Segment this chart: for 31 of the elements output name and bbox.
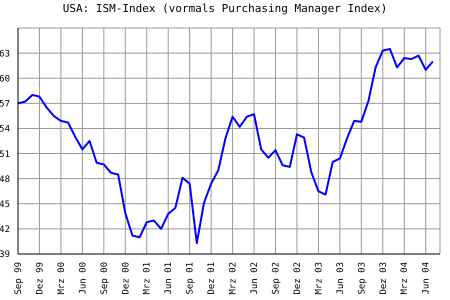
x-tick-label: Dez 01 <box>207 262 218 295</box>
x-tick-label: Dez 00 <box>121 262 132 295</box>
x-tick-label: Mrz 00 <box>56 262 67 295</box>
x-tick-label: Mrz 01 <box>142 262 153 295</box>
x-tick-label: Jun 02 <box>250 262 260 295</box>
x-tick-label: Mrz 03 <box>314 262 324 295</box>
x-tick-label: Jun 04 <box>422 262 432 295</box>
x-tick-label: Jun 01 <box>164 262 174 295</box>
x-tick-label: Jun 03 <box>336 262 346 295</box>
x-tick-label: Sep 99 <box>14 262 24 295</box>
x-tick-label: Sep 02 <box>271 262 282 295</box>
x-tick-label: Sep 01 <box>186 262 196 295</box>
y-tick-label: 48 <box>0 174 10 185</box>
x-tick-label: Jun 00 <box>78 262 88 295</box>
y-tick-label: 42 <box>0 225 10 236</box>
line-series <box>18 48 434 244</box>
x-tick-label: Mrz 04 <box>400 262 410 295</box>
y-tick-label: 39 <box>0 250 10 260</box>
x-tick-label: Sep 00 <box>100 262 110 295</box>
x-tick-label: Dez 03 <box>378 262 389 295</box>
x-tick-label: Dez 99 <box>35 262 46 295</box>
x-tick-label: Mrz 02 <box>228 262 239 295</box>
y-tick-label: 51 <box>0 150 10 160</box>
x-tick-label: Dez 02 <box>292 262 303 295</box>
x-tick-label: Sep 03 <box>357 262 368 295</box>
y-tick-label: 60 <box>0 74 10 84</box>
y-tick-label: 63 <box>0 49 10 60</box>
y-tick-label: 54 <box>0 124 10 135</box>
y-tick-label: 45 <box>0 200 10 210</box>
chart-title: USA: ISM-Index (vormals Purchasing Manager Index) <box>62 2 388 15</box>
y-tick-label: 57 <box>0 100 10 110</box>
